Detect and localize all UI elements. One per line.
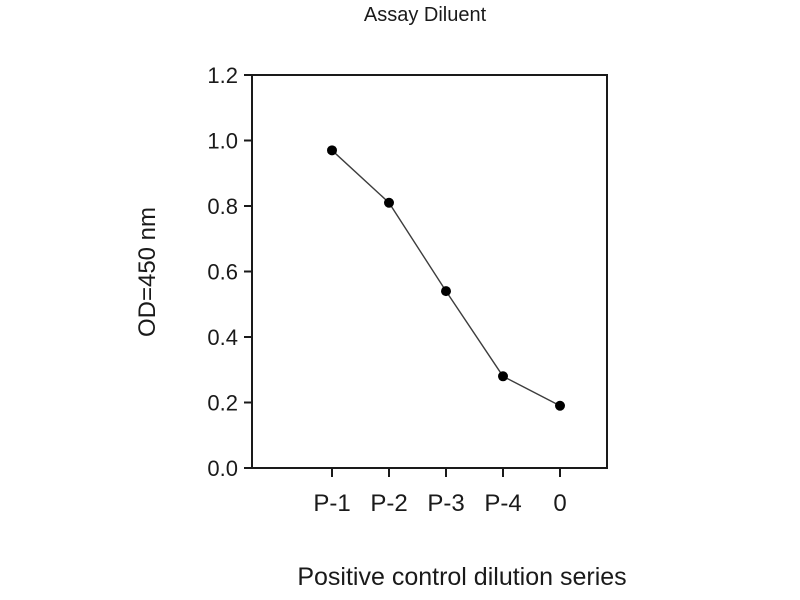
data-point — [555, 400, 565, 411]
x-tick-label: P-2 — [370, 490, 407, 517]
plot-frame — [251, 74, 608, 469]
data-point — [498, 371, 508, 382]
x-tick-label: P-4 — [484, 490, 521, 517]
data-point — [384, 197, 394, 208]
y-tick-label: 1.2 — [207, 63, 238, 88]
y-tick-label: 0.8 — [207, 194, 238, 219]
y-tick-label: 1.0 — [207, 129, 238, 154]
y-tick-label: 0.0 — [207, 456, 238, 481]
series-line — [331, 149, 561, 407]
x-tick-label: P-3 — [427, 490, 464, 517]
x-axis-label: Positive control dilution series — [297, 563, 627, 591]
chart-title: Assay Diluent — [363, 4, 487, 26]
x-tick-label: 0 — [553, 490, 566, 517]
y-tick-label: 0.6 — [207, 260, 238, 285]
y-tick-label: 0.2 — [207, 391, 238, 416]
data-point — [441, 286, 451, 297]
x-tick-label: P-1 — [313, 490, 350, 517]
data-point — [327, 145, 337, 156]
y-tick-label: 0.4 — [207, 325, 238, 350]
